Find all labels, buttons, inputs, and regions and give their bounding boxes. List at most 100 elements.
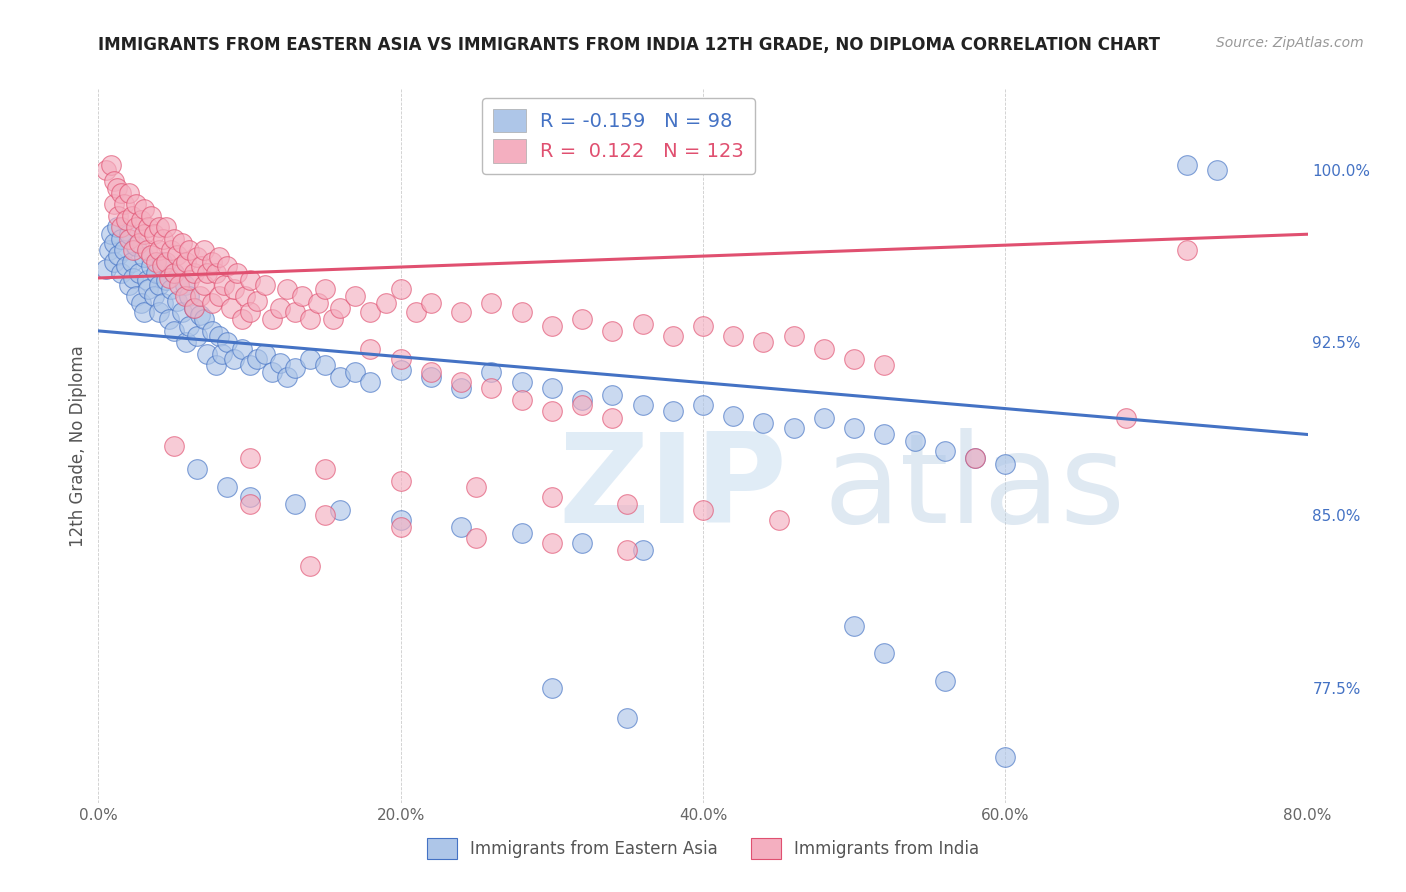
Point [360,305,382,319]
Point [128,236,150,251]
Point [143,289,166,303]
Point [136,283,159,297]
Point [662,404,685,418]
Point [143,227,166,242]
Point [239,490,262,504]
Point [510,305,533,319]
Point [262,312,284,326]
Y-axis label: 12th Grade, No Diploma: 12th Grade, No Diploma [69,345,87,547]
Point [904,434,927,449]
Point [173,277,195,292]
Point [179,319,201,334]
Point [105,181,128,195]
Point [141,260,163,274]
Point [1206,162,1229,177]
Point [299,558,322,573]
Point [163,266,186,280]
Point [389,283,412,297]
Point [692,398,714,412]
Point [166,248,188,262]
Point [481,296,503,310]
Point [112,244,135,258]
Point [239,450,262,465]
Point [118,277,141,292]
Point [215,260,238,274]
Point [188,289,211,303]
Point [965,450,987,465]
Point [307,296,329,310]
Point [195,347,218,361]
Point [322,312,344,326]
Point [540,381,562,395]
Point [253,347,276,361]
Point [344,289,367,303]
Point [540,681,562,695]
Point [420,370,443,384]
Point [114,260,136,274]
Point [299,312,322,326]
Point [129,213,152,227]
Point [98,244,121,258]
Point [602,324,624,338]
Point [374,296,396,310]
Point [239,273,262,287]
Point [602,388,624,402]
Point [540,319,562,334]
Point [284,360,307,375]
Point [128,266,150,280]
Point [110,220,132,235]
Point [934,673,956,688]
Point [873,646,896,660]
Point [167,277,190,292]
Point [692,319,714,334]
Text: ZIP: ZIP [558,428,786,549]
Point [723,409,745,423]
Point [510,375,533,389]
Point [100,158,122,172]
Point [186,462,208,476]
Point [934,443,956,458]
Point [465,531,488,545]
Point [246,293,269,308]
Point [103,236,125,251]
Point [132,202,155,216]
Point [121,255,143,269]
Point [450,519,472,533]
Point [152,296,174,310]
Point [179,289,201,303]
Point [314,508,336,522]
Point [276,283,298,297]
Point [389,474,412,488]
Point [246,351,269,366]
Point [179,273,201,287]
Point [299,351,322,366]
Point [103,255,125,269]
Point [253,277,276,292]
Point [125,220,148,235]
Point [186,250,208,264]
Point [112,197,135,211]
Point [125,197,148,211]
Text: atlas: atlas [824,428,1126,549]
Point [344,365,367,379]
Point [201,296,224,310]
Point [208,289,231,303]
Point [360,343,382,357]
Legend: Immigrants from Eastern Asia, Immigrants from India: Immigrants from Eastern Asia, Immigrants… [420,831,986,866]
Point [155,255,177,269]
Point [239,359,262,373]
Point [389,351,412,366]
Point [163,232,186,246]
Point [159,312,181,326]
Point [873,427,896,442]
Point [1115,411,1137,425]
Point [170,305,193,319]
Point [114,213,136,227]
Point [132,305,155,319]
Point [631,317,654,331]
Point [844,618,866,632]
Point [291,289,314,303]
Point [540,535,562,549]
Point [179,244,201,258]
Point [208,328,231,343]
